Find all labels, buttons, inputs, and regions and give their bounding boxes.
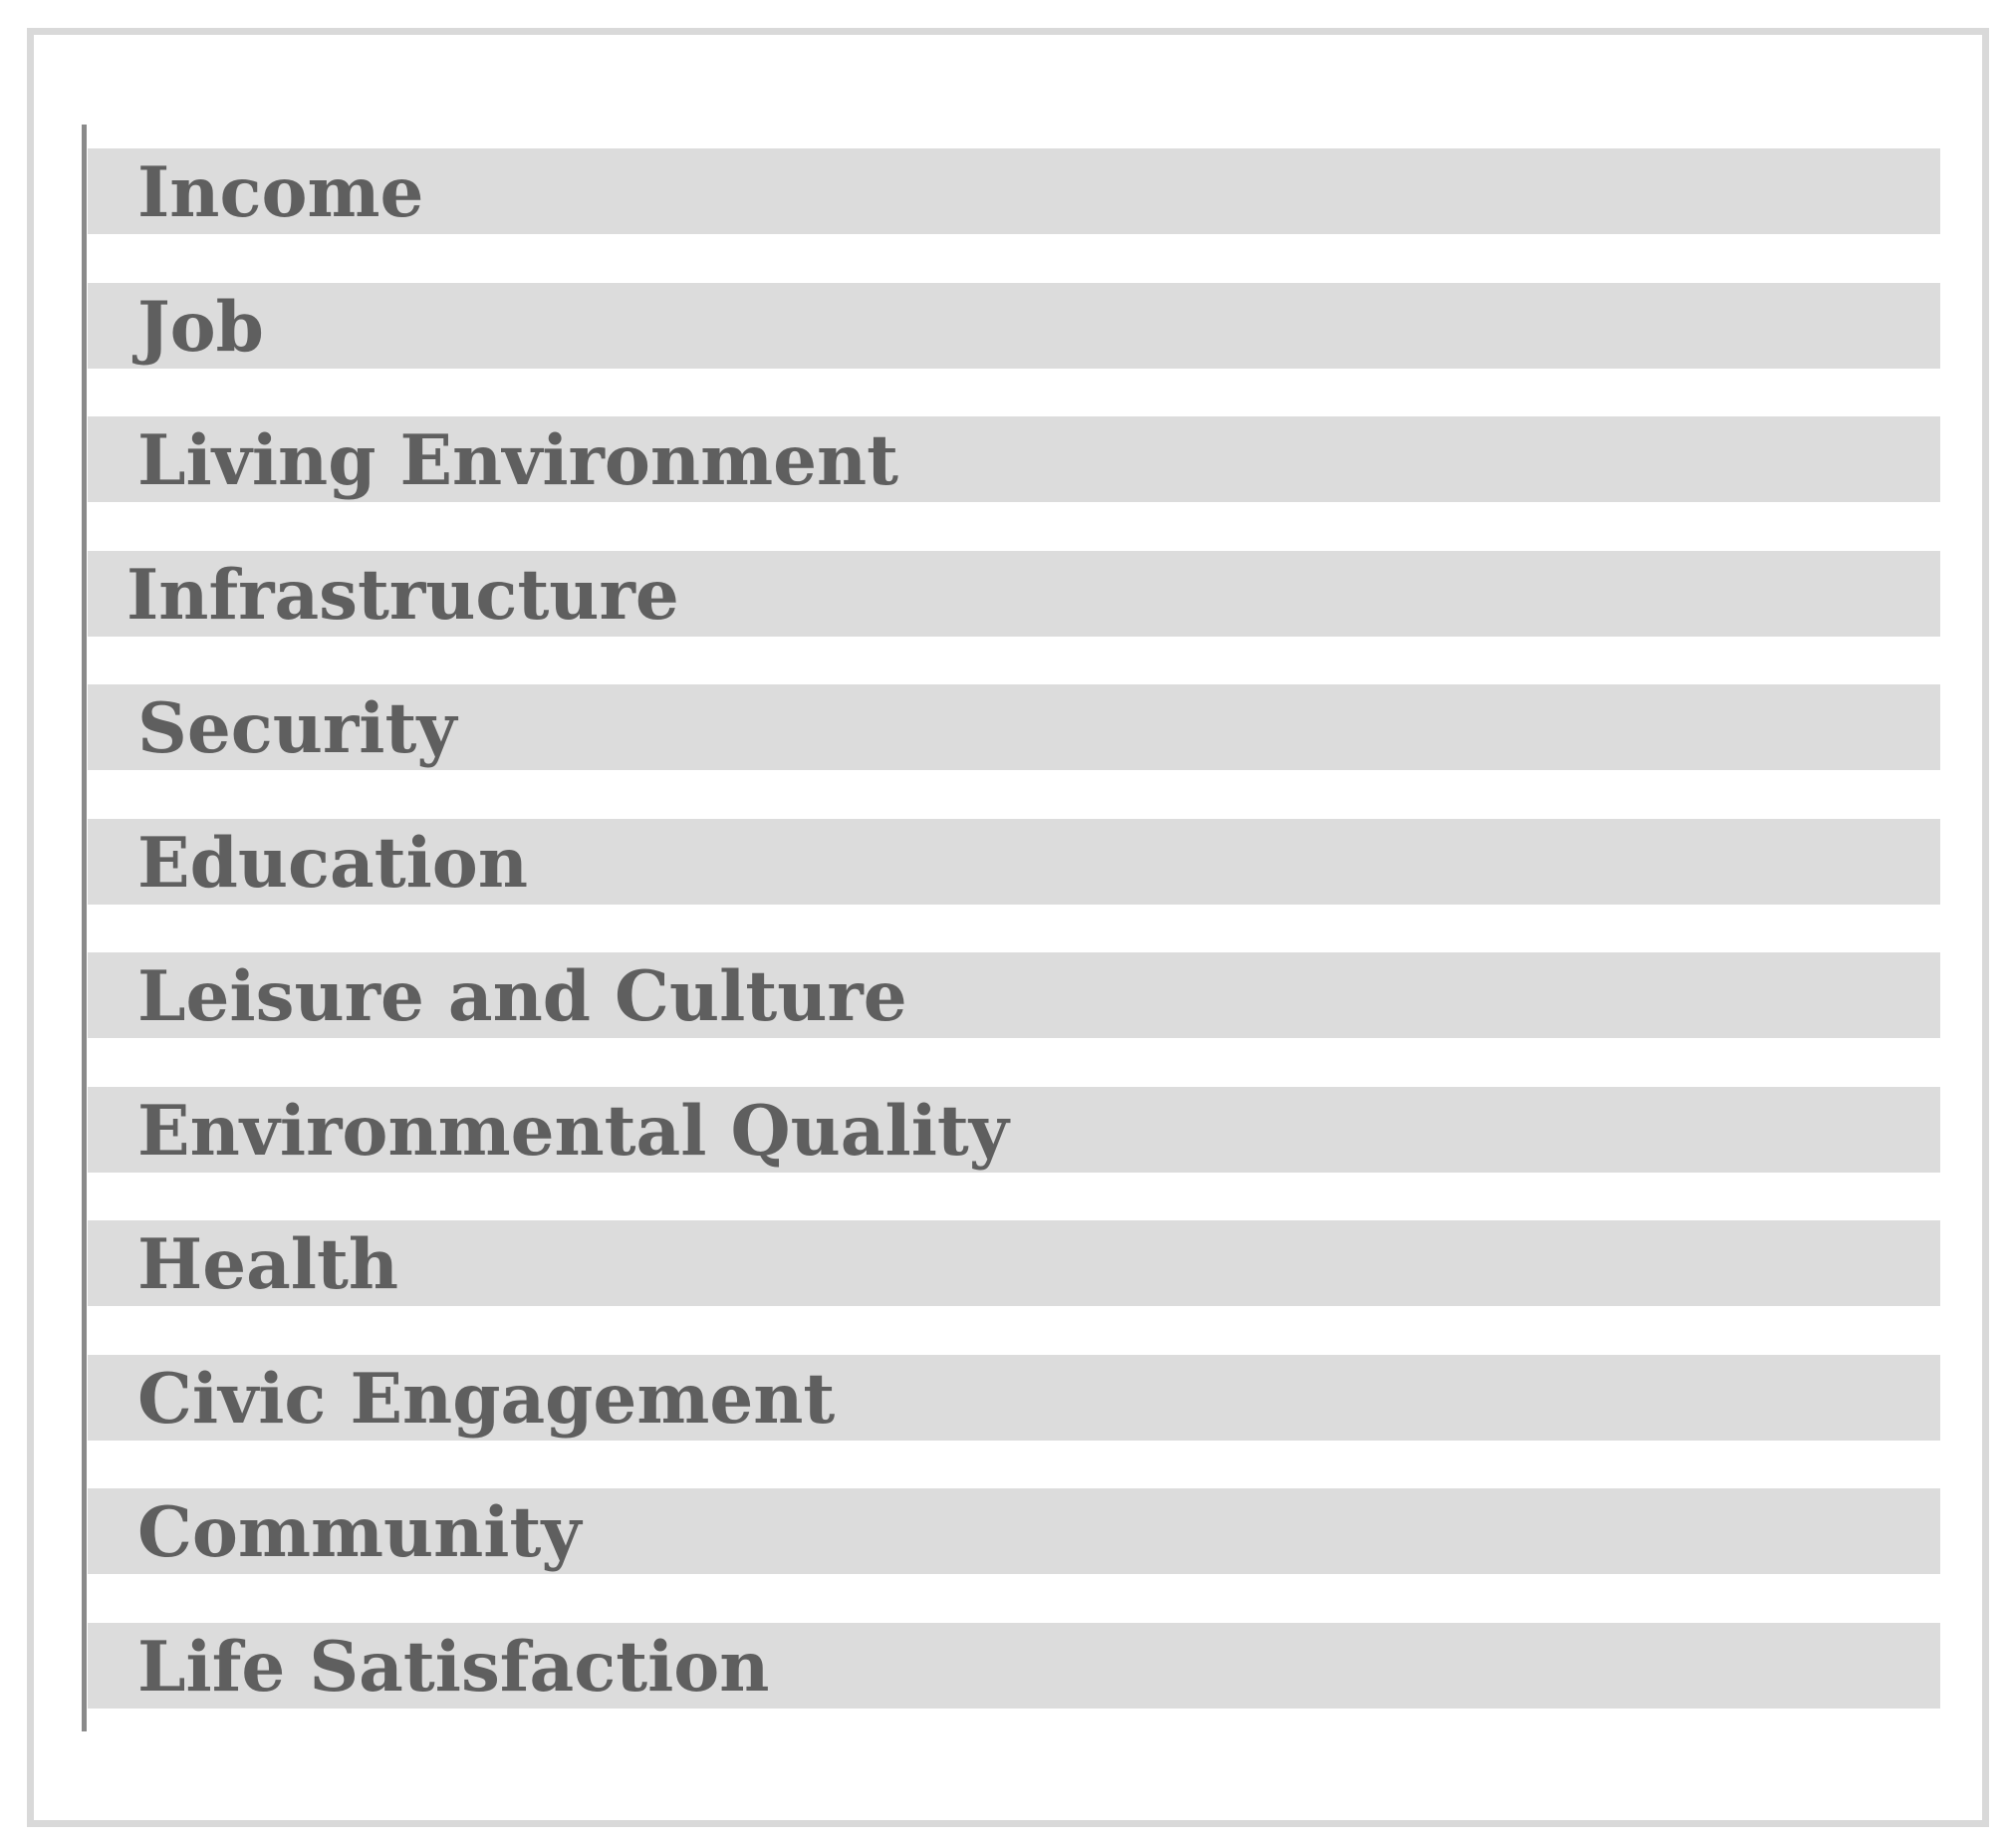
- bar-row: Civic Engagement: [88, 1355, 1940, 1441]
- bar-label: Health: [137, 1224, 399, 1305]
- bar-row: Environmental Quality: [88, 1087, 1940, 1173]
- bar-row: Health: [88, 1220, 1940, 1306]
- bar-row: Living Environment: [88, 416, 1940, 502]
- bar-row: Security: [88, 684, 1940, 770]
- bar-label: Infrastructure: [126, 555, 679, 636]
- bar-label: Security: [137, 688, 457, 769]
- bar-label: Income: [137, 152, 424, 233]
- bar-label: Job: [137, 287, 264, 368]
- bar-label: Education: [137, 823, 528, 904]
- bar-label: Life Satisfaction: [137, 1627, 770, 1708]
- bar-label: Environmental Quality: [137, 1091, 1009, 1172]
- bar-row: Life Satisfaction: [88, 1623, 1940, 1709]
- bar-row: Income: [88, 148, 1940, 234]
- y-axis-line: [82, 125, 87, 1731]
- bar-label: Living Environment: [137, 420, 899, 501]
- bar-label: Leisure and Culture: [137, 956, 907, 1037]
- bar-row: Education: [88, 819, 1940, 905]
- bar-label: Community: [137, 1492, 582, 1573]
- bar-row: Leisure and Culture: [88, 952, 1940, 1038]
- bar-row: Infrastructure: [88, 551, 1940, 637]
- bar-row: Job: [88, 283, 1940, 369]
- bar-row: Community: [88, 1488, 1940, 1574]
- bar-label: Civic Engagement: [137, 1359, 836, 1440]
